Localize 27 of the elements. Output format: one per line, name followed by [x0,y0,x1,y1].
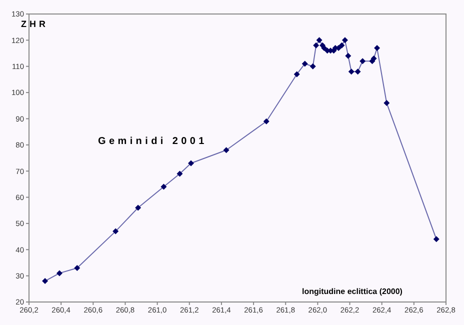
point [188,160,194,166]
x-axis-title: longitudine eclittica (2000) [302,287,402,296]
point [223,147,230,154]
point [345,52,352,59]
point [348,68,354,75]
point [338,42,345,48]
point [342,37,348,44]
point [112,228,119,234]
point [42,278,48,284]
text: Geminidi 2001 [98,136,208,147]
point [354,68,361,75]
point [263,118,270,124]
point [316,37,322,44]
point [294,71,300,78]
point [74,264,80,271]
point [56,270,62,276]
y-axis-title: ZHR [21,19,48,29]
point [374,45,380,52]
point [176,170,183,177]
point [433,236,440,242]
point [135,204,142,211]
point [310,63,316,70]
point [360,58,366,64]
point [302,60,308,67]
point [313,42,320,48]
point [384,100,390,106]
point [160,184,167,190]
